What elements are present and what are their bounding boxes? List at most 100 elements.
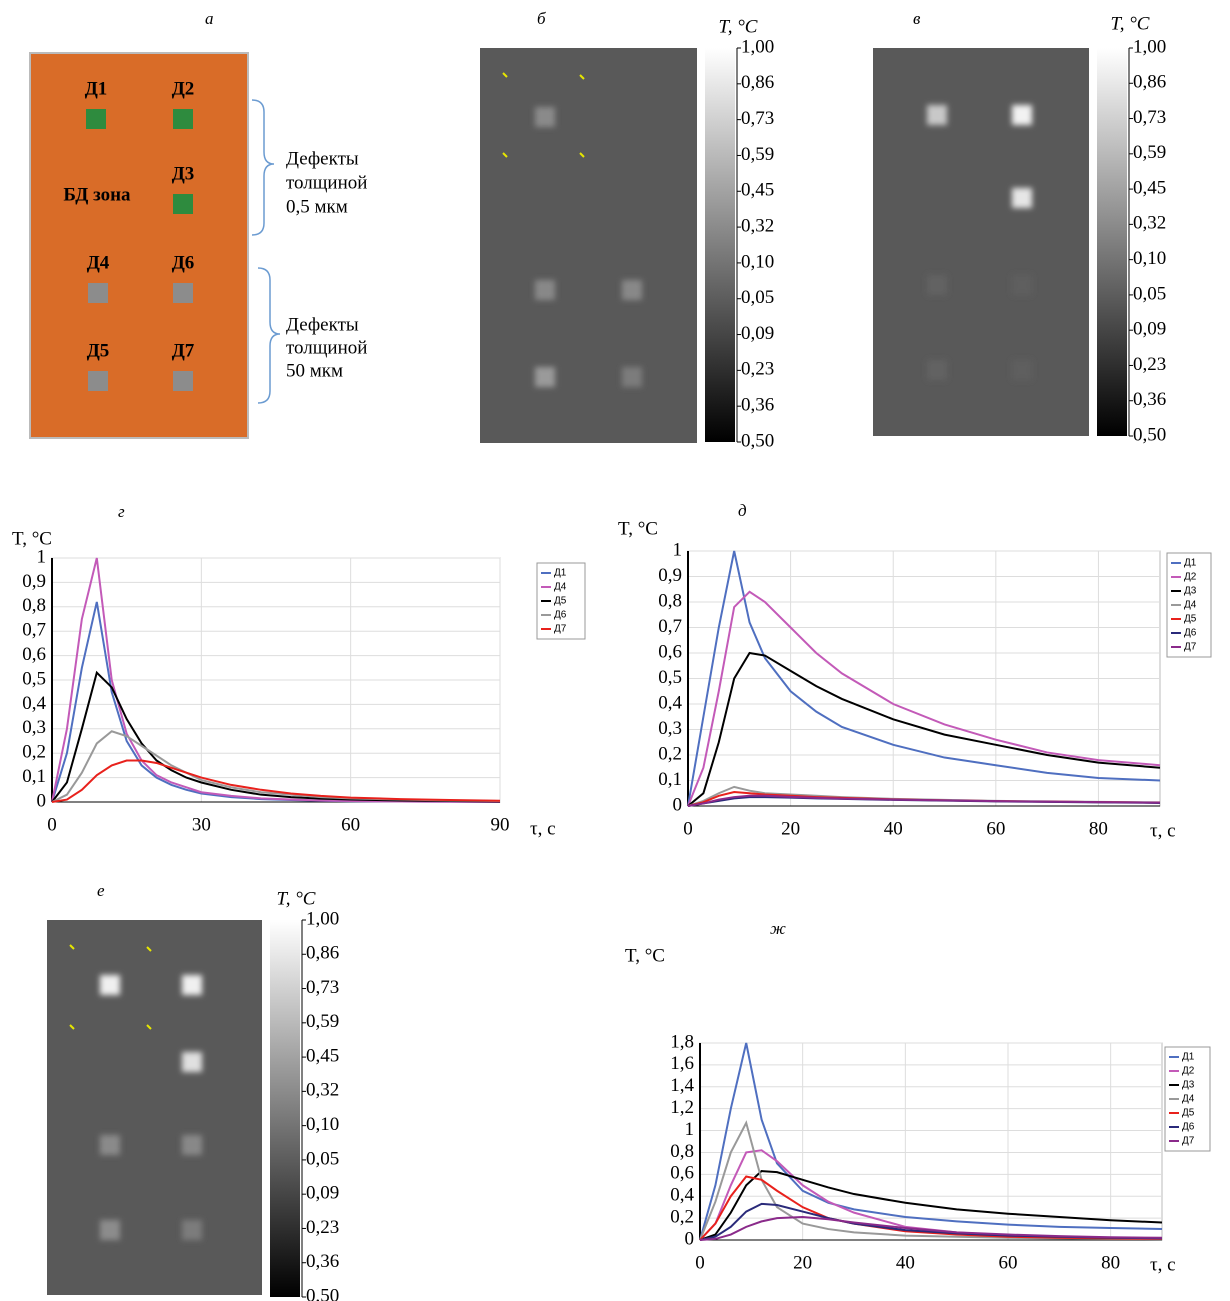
y-tick-label: 0 (685, 1228, 695, 1249)
colorbar-label: 0,05 (741, 287, 774, 308)
y-tick-label: 0,4 (22, 693, 46, 714)
group-label: 0,5 мкм (286, 196, 348, 217)
defect-label: Д6 (172, 252, 195, 273)
colorbar-label: 0,73 (306, 977, 339, 998)
colorbar-label: 0,09 (306, 1183, 339, 1204)
defect-spot (622, 367, 642, 387)
group-label: Дефекты (286, 314, 359, 335)
y-tick-label: 0,8 (658, 590, 682, 611)
y-tick-label: 1 (685, 1119, 695, 1140)
defect-spot (100, 1135, 120, 1155)
colorbar-label: 0,09 (1133, 319, 1166, 340)
colorbar-label: 0,10 (306, 1114, 339, 1135)
colorbar-label: 0,23 (1133, 354, 1166, 375)
legend-label: Д5 (1182, 1108, 1195, 1119)
legend-label: Д4 (1182, 1094, 1195, 1105)
legend-label: Д2 (1182, 1066, 1195, 1077)
panel-label: д (738, 501, 747, 520)
specimen (30, 53, 248, 438)
defect-spot (535, 107, 555, 127)
y-tick-label: 0,3 (22, 717, 46, 738)
defect-spot (622, 280, 642, 300)
legend-label: Д1 (554, 568, 567, 579)
zone-label: БД зона (63, 184, 131, 205)
brace (252, 100, 274, 235)
legend-label: Д5 (1184, 614, 1197, 625)
defect-spot (182, 1052, 202, 1072)
thermogram (47, 920, 262, 1295)
y-tick-label: 0,2 (658, 743, 682, 764)
legend-label: Д1 (1184, 558, 1197, 569)
colorbar-label: 0,09 (741, 323, 774, 344)
y-axis-label: T, °C (618, 518, 658, 539)
defect-label: Д7 (172, 340, 195, 361)
colorbar-label: 0,86 (741, 72, 774, 93)
defect-spot (927, 105, 947, 125)
x-tick-label: 90 (491, 814, 510, 835)
legend-label: Д6 (1182, 1122, 1195, 1133)
colorbar-label: 0,32 (306, 1080, 339, 1101)
defect-label: Д3 (172, 163, 195, 184)
x-tick-label: 0 (683, 818, 693, 839)
x-axis-label: τ, с (1150, 820, 1176, 841)
y-tick-label: 0,5 (22, 668, 46, 689)
y-tick-label: 1,4 (670, 1075, 694, 1096)
group-label: толщиной (286, 172, 367, 193)
colorbar-title: T, °C (719, 16, 758, 37)
colorbar-label: 0,59 (741, 144, 774, 165)
defect-spot (182, 975, 202, 995)
legend-label: Д1 (1182, 1052, 1195, 1063)
colorbar-label: 0,05 (306, 1148, 339, 1169)
x-tick-label: 0 (695, 1252, 705, 1273)
colorbar-label: 0,36 (1133, 389, 1166, 410)
defect-spot (1012, 275, 1032, 295)
thermogram (480, 48, 697, 443)
colorbar-label: 0,45 (306, 1045, 339, 1066)
defect-spot (927, 275, 947, 295)
y-tick-label: 0,6 (670, 1163, 694, 1184)
colorbar (1097, 48, 1127, 436)
colorbar-label: 1,00 (741, 36, 774, 57)
defect-spot (100, 975, 120, 995)
colorbar-label: 0,86 (306, 943, 339, 964)
colorbar-label: 0,05 (1133, 283, 1166, 304)
legend-label: Д7 (1182, 1136, 1195, 1147)
defect (173, 109, 193, 129)
y-tick-label: 0,2 (22, 742, 46, 763)
defect-spot (1012, 188, 1032, 208)
colorbar-label: 0,23 (306, 1217, 339, 1238)
colorbar-label: 0,36 (306, 1251, 339, 1272)
figure: аБД зонаД1Д2Д3Д4Д6Д5Д7Дефектытолщиной0,5… (0, 0, 1230, 1301)
legend-label: Д3 (1182, 1080, 1195, 1091)
y-tick-label: 0,9 (22, 571, 46, 592)
y-tick-label: 0,4 (658, 692, 682, 713)
legend-label: Д7 (554, 624, 567, 635)
group-label: Дефекты (286, 148, 359, 169)
y-tick-label: 0,7 (658, 616, 682, 637)
defect (88, 371, 108, 391)
x-tick-label: 20 (781, 818, 800, 839)
x-tick-label: 80 (1101, 1252, 1120, 1273)
legend-label: Д7 (1184, 642, 1197, 653)
y-tick-label: 0 (37, 790, 47, 811)
defect-label: Д4 (87, 252, 110, 273)
colorbar-title: T, °C (1111, 13, 1150, 34)
y-tick-label: 0,6 (658, 641, 682, 662)
panel-label: ж (770, 919, 786, 938)
y-tick-label: 0,7 (22, 620, 46, 641)
defect-spot (100, 1220, 120, 1240)
defect-spot (535, 280, 555, 300)
y-tick-label: 0,8 (22, 595, 46, 616)
y-tick-label: 0,2 (670, 1206, 694, 1227)
y-tick-label: 0,4 (670, 1185, 694, 1206)
y-tick-label: 1,2 (670, 1097, 694, 1118)
y-tick-label: 0,1 (658, 769, 682, 790)
defect (173, 283, 193, 303)
x-tick-label: 0 (47, 814, 57, 835)
colorbar-label: 0,50 (741, 430, 774, 451)
x-tick-label: 60 (986, 818, 1005, 839)
x-tick-label: 60 (999, 1252, 1018, 1273)
colorbar-label: 0,59 (1133, 142, 1166, 163)
colorbar-label: 1,00 (306, 908, 339, 929)
defect (86, 109, 106, 129)
